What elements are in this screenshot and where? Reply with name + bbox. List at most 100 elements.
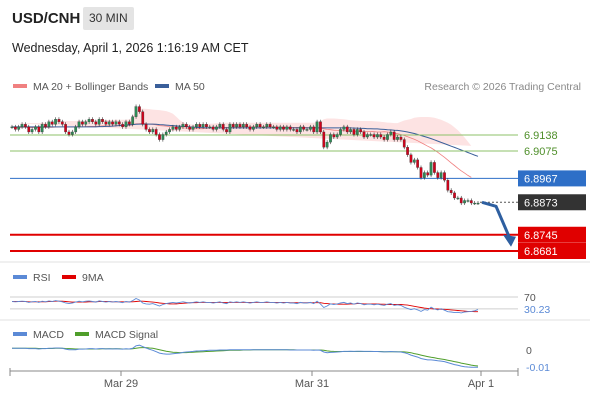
x-tick-label: Mar 29 [104, 378, 138, 390]
candle-body [446, 180, 450, 191]
candle-body [252, 126, 255, 130]
candle-body [386, 134, 389, 140]
candle-body [184, 124, 188, 128]
candle-body [322, 131, 326, 148]
candle-body [64, 124, 67, 133]
candle-body [164, 131, 168, 135]
price-level-support-label: 6.8681 [524, 246, 558, 258]
price-level-support-label: 6.8745 [524, 230, 558, 242]
candle-body [30, 129, 34, 133]
x-tick-label: Mar 31 [295, 378, 329, 390]
candle-body [416, 159, 420, 168]
candle-body [319, 121, 322, 133]
rsi-level-label: 30.23 [524, 304, 550, 316]
candle-body [412, 159, 416, 163]
rsi-ma-line [12, 300, 478, 313]
candle-body [97, 119, 101, 125]
candle-body [168, 129, 171, 133]
candle-body [339, 129, 342, 135]
candle-body [389, 131, 393, 135]
candle-body [423, 172, 426, 178]
candle-body [37, 126, 41, 133]
candle-body [295, 129, 299, 133]
candle-body [81, 121, 84, 125]
candle-body [174, 126, 178, 130]
price-level-support-tag [518, 226, 586, 243]
candle-body [463, 200, 466, 204]
candle-body [47, 121, 51, 128]
candle-body [138, 106, 141, 112]
candle-body [439, 172, 443, 178]
legend-label-macd: MACD [33, 329, 64, 341]
candle-body [104, 121, 108, 125]
candle-body [225, 129, 228, 133]
price-level-resistance-label: 6.9075 [524, 146, 558, 158]
candle-body [235, 124, 238, 128]
symbol-label: USD/CNH [12, 10, 81, 27]
candle-body [40, 124, 44, 133]
candle-body [362, 131, 366, 138]
candle-body [84, 121, 88, 125]
candle-body [245, 124, 249, 128]
macd-signal-line [12, 347, 479, 367]
datetime-label: Wednesday, April 1, 2026 1:16:19 AM CET [12, 41, 249, 55]
candle-body [282, 126, 285, 130]
candle-body [315, 121, 319, 133]
rsi-line [11, 297, 479, 314]
candle-body [382, 136, 386, 140]
candle-body [77, 121, 81, 128]
candle-body [148, 129, 151, 133]
candle-body [449, 190, 453, 194]
forecast-arrow [481, 200, 512, 240]
candle-body [87, 119, 91, 122]
candle-body [275, 126, 279, 130]
candle-body [426, 172, 430, 176]
candle-body [231, 124, 235, 128]
candle-body [359, 129, 363, 133]
candle-body [14, 126, 17, 130]
candle-body [107, 121, 111, 125]
candle-body [272, 126, 275, 129]
macd-panel: 0 -0.01 [12, 344, 550, 374]
candle-body [171, 126, 175, 130]
x-axis: Mar 29 Mar 31 Apr 1 [9, 368, 519, 390]
candle-body [181, 124, 185, 128]
candle-body [221, 124, 225, 130]
candle-body [218, 124, 222, 128]
candle-body [124, 121, 128, 128]
candle-body [188, 126, 192, 130]
candle-body [265, 124, 269, 128]
candle-body [335, 134, 339, 138]
candle-body [466, 200, 470, 202]
price-level-pivot-tag [518, 170, 586, 187]
candle-body [429, 162, 433, 176]
credit-text: Research © 2026 Trading Central [424, 81, 581, 93]
candle-body [211, 126, 215, 130]
candle-body [292, 129, 295, 131]
candle-body [228, 124, 232, 133]
timeframe-button[interactable]: 30 MIN [83, 7, 134, 30]
candle-body [258, 124, 262, 128]
candle-body [419, 167, 423, 178]
legend-swatch-ma50 [155, 84, 169, 88]
candle-body [345, 126, 349, 133]
candle-body [101, 119, 104, 122]
candle-body [342, 126, 346, 130]
candle-body [215, 126, 218, 130]
price-panel: 6.9138 6.9075 6.8967 6.8873 6.8745 6.8681 [10, 104, 586, 259]
candle-body [262, 126, 265, 129]
candle-body [50, 121, 54, 125]
candle-body [285, 126, 289, 130]
candle-body [208, 126, 212, 129]
legend-label-rsi-ma: 9MA [82, 272, 104, 284]
candle-body [198, 124, 202, 128]
candle-body [111, 121, 114, 125]
candle-body [302, 126, 306, 130]
candle-body [127, 121, 131, 125]
candle-body [144, 124, 148, 130]
price-level-current-label: 6.8873 [524, 197, 558, 209]
price-level-current-tag [518, 194, 586, 211]
candle-body [67, 131, 71, 135]
